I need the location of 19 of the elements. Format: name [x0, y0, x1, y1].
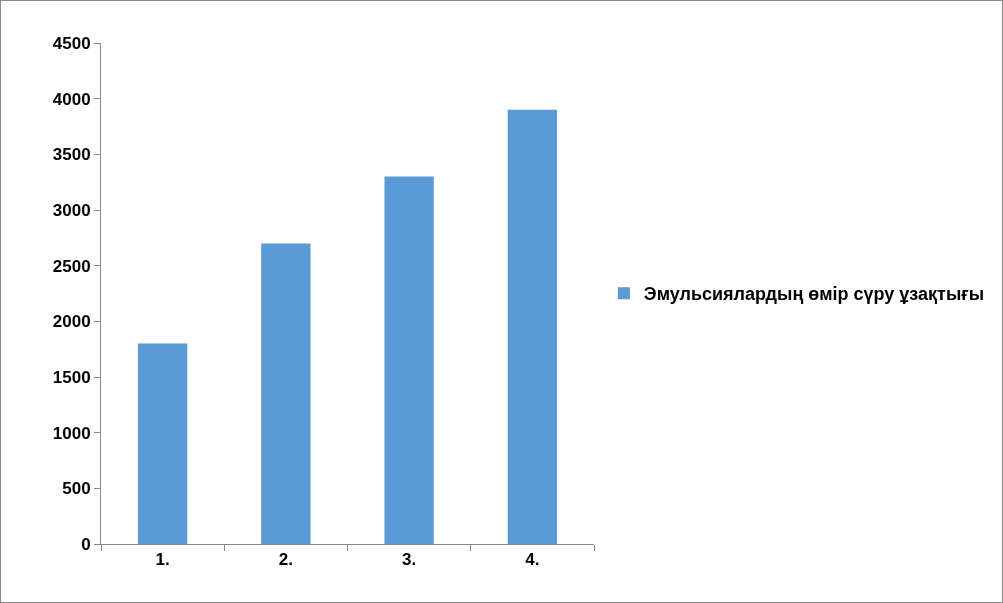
x-tick-label: 2. [278, 550, 293, 570]
y-tick-label: 0 [81, 534, 91, 554]
bar [137, 343, 188, 544]
x-tick-label: 3. [402, 550, 417, 570]
y-tick-label: 4500 [52, 33, 91, 53]
y-tick-label: 4000 [52, 89, 91, 109]
legend-label: Эмульсиялардың өмір сүру ұзақтығы [643, 284, 985, 305]
x-tick-label: 1. [155, 550, 170, 570]
x-tick-label: 4. [525, 550, 540, 570]
bar [507, 109, 558, 544]
y-tick-label: 2000 [52, 312, 91, 332]
y-tick-label: 1500 [52, 367, 91, 387]
y-tick-label: 3500 [52, 145, 91, 165]
y-tick-label: 2500 [52, 256, 91, 276]
bar [384, 176, 434, 544]
y-tick-label: 3000 [52, 200, 91, 220]
bar [261, 243, 311, 544]
y-tick-label: 500 [62, 479, 91, 499]
y-tick-label: 1000 [52, 423, 91, 443]
